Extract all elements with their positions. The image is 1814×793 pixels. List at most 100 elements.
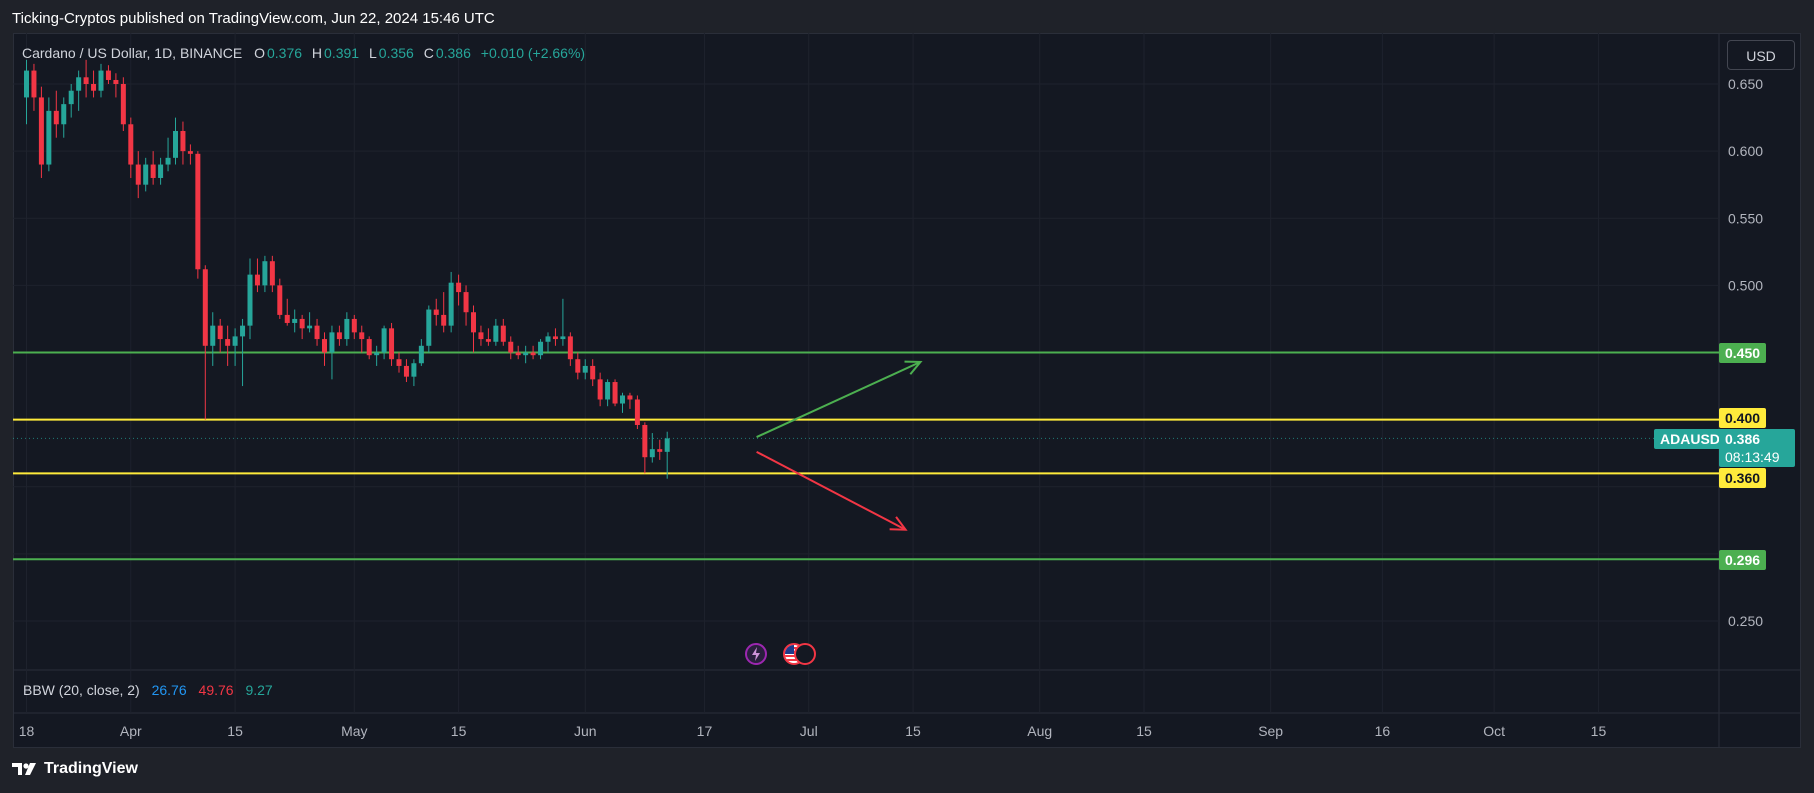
candle-body (262, 261, 268, 286)
candle-body (46, 110, 52, 165)
candle-body (165, 157, 171, 165)
open-label: O (254, 45, 265, 61)
projection-arrow-up (756, 360, 921, 438)
y-tick-label: 0.600 (1728, 143, 1763, 159)
price-chart[interactable]: 0.650 0.600 0.550 0.500 0.250 18 Apr 15 May 15 Ju… (13, 33, 1801, 748)
candle-body (98, 70, 104, 91)
candle-body (120, 84, 126, 125)
candle-body (336, 332, 342, 340)
candle-body (307, 325, 313, 329)
price-axis: 0.650 0.600 0.550 0.500 0.250 (1728, 76, 1763, 629)
candle-body (344, 318, 350, 340)
candle-body (292, 318, 298, 323)
high-label: H (311, 45, 323, 61)
close-label: C (423, 45, 434, 61)
x-tick-label: 16 (1375, 723, 1391, 739)
candlesticks (24, 59, 670, 479)
level-tag-0400: 0.400 (1719, 408, 1767, 428)
candle-body (545, 336, 551, 342)
candle-body (426, 309, 432, 346)
chart-frame (13, 33, 1801, 748)
candle-body (463, 292, 469, 313)
candle-body (232, 336, 238, 346)
candle-body (61, 104, 67, 125)
candle-body (627, 395, 633, 400)
candle-body (523, 352, 529, 356)
candle-body (314, 325, 320, 340)
high-value: 0.391 (324, 45, 360, 61)
candle-body (150, 164, 156, 178)
candle-body (530, 352, 536, 356)
x-tick-label: 15 (451, 723, 467, 739)
close-value: 0.386 (435, 45, 471, 61)
x-tick-label: Apr (120, 723, 142, 739)
candle-body (567, 336, 573, 360)
candle-body (471, 312, 476, 333)
level-tag-0450: 0.450 (1719, 343, 1767, 363)
candle-body (24, 70, 29, 98)
candle-body (538, 341, 544, 356)
projection-arrow-down (756, 450, 907, 531)
candle-body (195, 153, 201, 270)
candle-body (582, 365, 588, 373)
candle-body (105, 70, 111, 80)
x-tick-label: Jul (800, 723, 818, 739)
candle-body (113, 79, 119, 84)
symbol-tag: ADAUSD (1654, 429, 1726, 449)
candle-body (500, 325, 506, 342)
candle-body (605, 382, 611, 400)
candle-body (441, 314, 447, 326)
change-value: +0.010 (+2.66%) (480, 45, 586, 61)
candle-body (456, 282, 462, 293)
arrow-head-up (904, 360, 923, 375)
candle-body (202, 269, 208, 346)
candle-body (158, 164, 164, 178)
candle-body (53, 110, 59, 125)
candle-body (478, 332, 484, 340)
candle-body (210, 325, 216, 346)
x-tick-label: Oct (1483, 723, 1505, 739)
time-axis: 18 Apr 15 May 15 Jun 17 Jul 15 Aug 15 Sep 16 Oct 15 (19, 723, 1607, 739)
x-tick-label: 15 (905, 723, 921, 739)
candle-body (143, 164, 149, 185)
lightning-icon[interactable] (745, 643, 767, 665)
candle-body (38, 97, 44, 165)
candle-body (329, 332, 335, 353)
y-tick-label: 0.650 (1728, 76, 1763, 92)
candle-body (433, 309, 439, 315)
candle-body (322, 339, 327, 353)
candle-body (135, 164, 141, 185)
x-tick-label: 15 (1591, 723, 1607, 739)
candle-body (240, 325, 246, 337)
ohlc-legend: Cardano / US Dollar, 1D, BINANCE O 0.376 … (22, 45, 591, 61)
candle-body (396, 359, 402, 366)
candle-body (597, 379, 603, 400)
candle-body (485, 339, 491, 342)
low-label: L (368, 45, 377, 61)
x-tick-label: 15 (227, 723, 243, 739)
x-tick-label: Sep (1258, 723, 1283, 739)
brand-name: TradingView (44, 760, 138, 777)
candle-body (284, 314, 290, 323)
candle-body (76, 77, 82, 91)
candle-body (173, 130, 178, 158)
footer-brand: TradingView (12, 760, 138, 778)
candle-body (187, 151, 193, 154)
candle-body (359, 332, 365, 340)
currency-button[interactable]: USD (1727, 40, 1795, 70)
bbw-value-3: 9.27 (245, 682, 273, 698)
publish-header: Ticking-Cryptos published on TradingView… (12, 10, 495, 27)
candle-body (128, 124, 134, 165)
symbol-title[interactable]: Cardano / US Dollar, 1D, BINANCE (22, 45, 243, 61)
candle-body (254, 274, 260, 286)
bbw-label[interactable]: BBW (20, close, 2) (23, 682, 140, 698)
event-stack-icon[interactable] (794, 643, 816, 665)
candle-body (374, 352, 380, 356)
bbw-value-2: 49.76 (198, 682, 234, 698)
candle-body (299, 318, 305, 329)
arrow-head-down (889, 516, 908, 531)
candle-body (180, 130, 186, 152)
x-tick-label: Jun (574, 723, 597, 739)
candle-body (351, 318, 357, 333)
candle-body (83, 77, 89, 84)
